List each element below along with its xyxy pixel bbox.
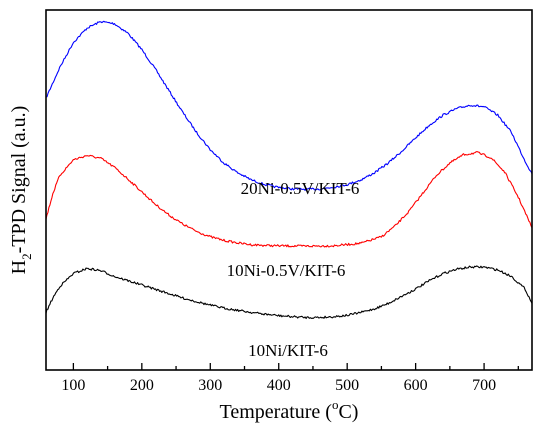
series-label-layer: 20Ni-0.5V/KIT-6 10Ni-0.5V/KIT-6 10Ni/KIT… (227, 179, 360, 360)
plot-frame (45, 9, 533, 371)
x-axis-ticks (72, 363, 519, 370)
series-line-1 (45, 151, 533, 248)
x-axis-label-suffix: C) (338, 401, 358, 423)
series-line-0 (45, 20, 533, 191)
y-axis-label-subscript: 2 (19, 253, 34, 260)
series-line-2 (45, 265, 533, 320)
series-label-20ni: 20Ni-0.5V/KIT-6 (241, 179, 360, 198)
x-tick-label: 300 (198, 377, 222, 394)
x-tick-label: 600 (404, 377, 428, 394)
x-axis-tick-labels: 100 200 300 400 500 600 700 (61, 377, 496, 394)
series-label-10ni-v: 10Ni-0.5V/KIT-6 (227, 261, 346, 280)
series-layer (45, 20, 533, 320)
x-axis-label: Temperature (oC) (220, 397, 359, 423)
y-axis-label-main: H (8, 260, 30, 274)
x-axis-label-prefix: Temperature ( (220, 401, 333, 423)
x-axis-label-degree: o (332, 397, 339, 412)
x-tick-label: 500 (335, 377, 359, 394)
series-label-10ni: 10Ni/KIT-6 (248, 341, 328, 360)
x-tick-label: 200 (130, 377, 154, 394)
y-axis-label: H2-TPD Signal (a.u.) (8, 106, 34, 275)
x-tick-label: 700 (472, 377, 496, 394)
x-tick-label: 100 (61, 377, 85, 394)
y-axis-label-rest: -TPD Signal (a.u.) (8, 106, 30, 254)
x-tick-label: 400 (267, 377, 291, 394)
